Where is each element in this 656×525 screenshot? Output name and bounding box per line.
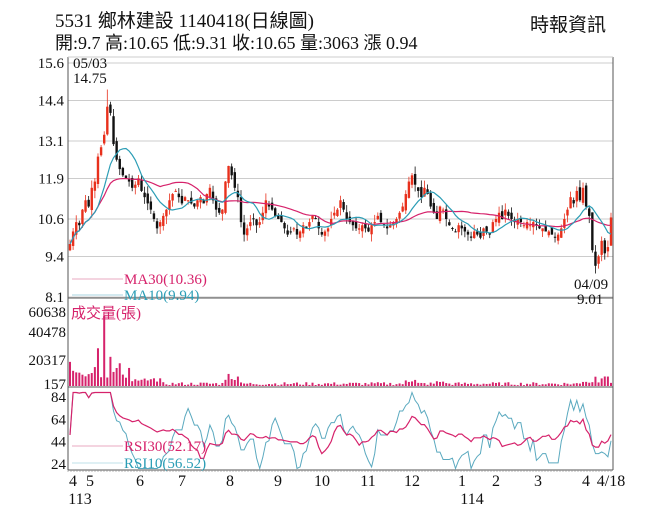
volume-tick-label: 60638 — [29, 305, 67, 321]
chart-frame — [67, 56, 614, 471]
rsi-tick-label: 44 — [51, 435, 67, 451]
volume-tick-label: 40478 — [29, 325, 67, 341]
x-tick-label: 11 — [360, 473, 375, 490]
x-tick-label: 5 — [86, 473, 94, 490]
x-tick-label: 10 — [314, 473, 330, 490]
x-tick-label: 7 — [178, 473, 186, 490]
x-tick-label: 4/18 — [597, 473, 625, 490]
volume-tick-label: 20317 — [29, 353, 67, 369]
ohlc-summary: 開:9.7 高:10.65 低:9.31 收:10.65 量:3063 漲 0.… — [55, 33, 418, 53]
x-tick-label: 3 — [534, 473, 542, 490]
x-tick-label: 8 — [226, 473, 234, 490]
rsi-tick-label: 84 — [51, 390, 67, 406]
price-tick-label: 11.9 — [38, 171, 64, 187]
rsi30-line — [69, 391, 612, 459]
low-date-annotation: 04/09 — [574, 277, 608, 293]
ma30-line — [69, 178, 611, 245]
year-label: 113 — [68, 491, 91, 508]
ma10-legend: MA10(9.94) — [124, 288, 199, 304]
ma30-legend: MA30(10.36) — [124, 272, 207, 288]
high-date-annotation: 05/03 — [73, 56, 107, 72]
year-label: 114 — [460, 491, 483, 508]
x-tick-label: 4 — [69, 473, 77, 490]
volume-tick-label: 157 — [44, 377, 67, 393]
rsi-tick-label: 64 — [51, 412, 67, 428]
x-tick-label: 2 — [492, 473, 500, 490]
rsi10-line — [69, 390, 612, 471]
high-value-annotation: 14.75 — [73, 71, 107, 87]
rsi30-legend: RSI30(52.17) — [124, 439, 206, 455]
volume-bars — [69, 315, 612, 386]
rsi-tick-label: 24 — [51, 457, 67, 473]
price-tick-label: 8.1 — [45, 290, 64, 306]
price-tick-label: 9.4 — [45, 249, 64, 265]
brand-label: 時報資訊 — [530, 15, 607, 36]
price-tick-label: 13.1 — [38, 134, 64, 150]
x-tick-label: 4 — [582, 473, 590, 490]
chart-title: 5531 鄉林建設 1140418(日線圖) — [55, 11, 314, 32]
candlestick-series — [68, 89, 613, 274]
price-tick-label: 15.6 — [38, 56, 65, 72]
price-tick-label: 14.4 — [38, 93, 65, 109]
x-tick-label: 12 — [404, 473, 420, 490]
x-tick-label: 6 — [136, 473, 144, 490]
volume-legend: 成交量(張) — [71, 304, 141, 322]
gridlines — [68, 62, 613, 298]
rsi10-legend: RSI10(56.52) — [124, 456, 206, 472]
x-tick-label: 1 — [458, 473, 466, 490]
low-value-annotation: 9.01 — [577, 292, 603, 308]
ma10-line — [69, 147, 612, 245]
x-tick-label: 9 — [274, 473, 282, 490]
price-tick-label: 10.6 — [38, 212, 65, 228]
